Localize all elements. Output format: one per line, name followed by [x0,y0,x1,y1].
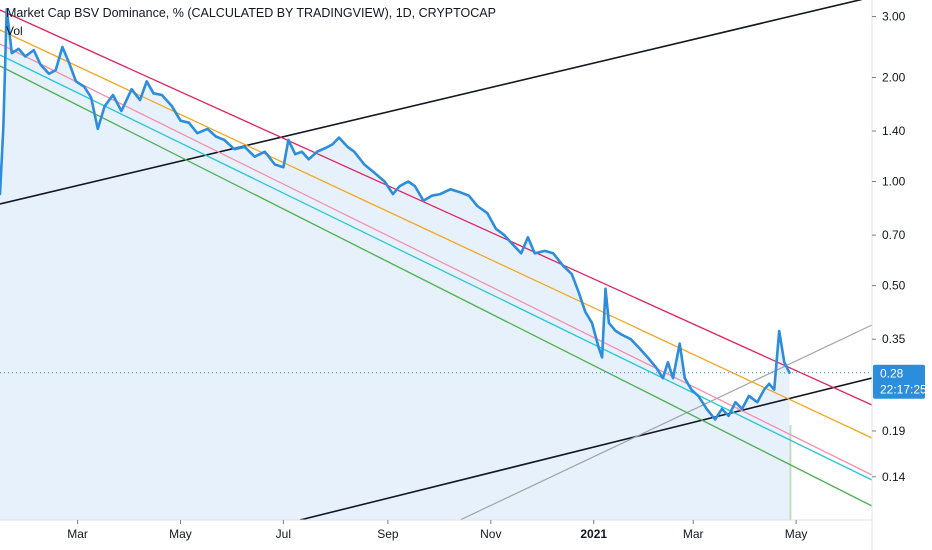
price-axis[interactable]: 3.00 2.00 1.40 1.00 0.70 0.50 0.35 0.19 0.14 [872,10,906,484]
y-tick-label: 1.40 [882,124,906,138]
y-tick-label: 0.50 [882,279,906,293]
x-tick-label: Mar [683,527,704,541]
trendline-gray [459,324,872,520]
time-axis[interactable]: Mar May Jul Sep Nov 2021 Mar May [67,520,807,541]
channel-line-red [0,9,872,406]
x-tick-label: May [785,527,808,541]
trendline-upper-black [0,0,863,205]
price-line [0,7,791,421]
y-tick-label: 0.35 [882,332,906,346]
y-tick-label: 0.19 [882,424,906,438]
chart-title: Market Cap BSV Dominance, % (CALCULATED … [6,6,496,20]
volume-indicator-label[interactable]: Vol [6,24,23,38]
x-tick-label: May [169,527,192,541]
channel-line-pink [0,43,872,476]
y-tick-label: 1.00 [882,175,906,189]
last-price-badge: 0.28 22:17:25 [873,364,927,399]
channel-line-green [0,65,872,507]
trendline-lower-black [299,377,872,520]
plot-area[interactable] [0,0,872,520]
y-tick-label: 0.70 [882,228,906,242]
x-tick-label: Sep [377,527,399,541]
channel-line-cyan [0,54,872,481]
x-tick-label: Jul [276,527,291,541]
trendlines-layer [0,0,872,520]
y-tick-label: 3.00 [882,10,906,24]
x-tick-label: Mar [67,527,88,541]
bar-countdown: 22:17:25 [880,383,927,397]
last-price-badge-bg [873,364,925,399]
y-tick-label: 2.00 [882,70,906,84]
y-tick-label: 0.14 [882,470,906,484]
price-line-layer [0,7,791,421]
channel-line-orange [0,29,872,439]
last-price-value: 0.28 [880,367,904,381]
x-tick-label: 2021 [580,527,607,541]
volume-bar [789,425,792,520]
x-tick-label: Nov [480,527,501,541]
